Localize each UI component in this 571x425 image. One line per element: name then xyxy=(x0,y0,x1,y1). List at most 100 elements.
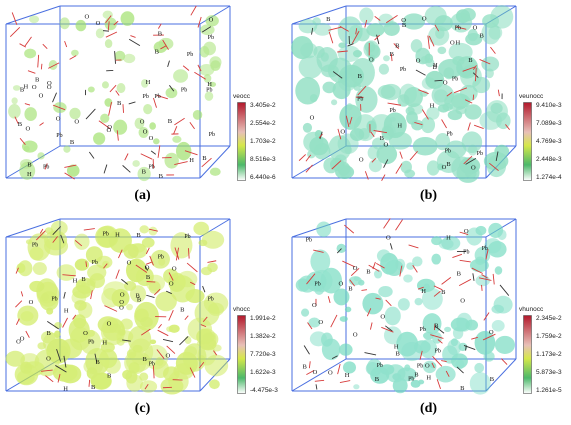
bond xyxy=(63,355,67,368)
bond xyxy=(174,247,180,260)
bond xyxy=(331,355,338,359)
isosurface-blob xyxy=(426,106,440,120)
isosurface-blob xyxy=(208,81,217,87)
colorbar-tick-d-0: 2.345e-2 xyxy=(536,315,562,322)
bond xyxy=(64,172,75,180)
atom-label-b: B xyxy=(18,121,23,128)
isosurface-blob xyxy=(423,331,434,340)
isosurface-blob xyxy=(377,84,396,99)
isosurface-blob xyxy=(362,292,384,315)
atom-label-o: O xyxy=(473,25,478,32)
isosurface-blob xyxy=(59,17,70,30)
atom-label-o: O xyxy=(120,292,125,299)
bond xyxy=(419,350,423,360)
isosurface-blob xyxy=(444,326,452,332)
atom-label-h: H xyxy=(115,231,120,238)
atom-label-o: O xyxy=(32,84,37,91)
isosurface-blob xyxy=(148,226,158,236)
isosurface-blob xyxy=(120,11,135,26)
isosurface-blob xyxy=(482,14,500,28)
isosurface-blob xyxy=(155,291,177,312)
isosurface-blob xyxy=(417,379,425,385)
bond xyxy=(475,67,477,82)
bond xyxy=(370,131,375,138)
cube-edge xyxy=(199,145,231,179)
bonds xyxy=(303,218,510,390)
panel-c: Pb Pb Pb Pb Pb Pb Pb Pb Pb B B B B B B B B B B B O O O O O O O O O O O… xyxy=(0,213,285,425)
bond xyxy=(144,265,149,271)
isosurface-blob xyxy=(309,331,327,347)
bond xyxy=(105,15,112,24)
atom-label-pb: Pb xyxy=(408,377,414,383)
isosurface-blob xyxy=(496,112,511,130)
bond xyxy=(168,310,174,321)
bond xyxy=(184,315,189,321)
isosurface-blob xyxy=(421,77,437,90)
bond xyxy=(330,314,338,328)
colorbar-tick-d-1: 1.759e-2 xyxy=(536,333,562,340)
isosurface-blob xyxy=(85,246,103,264)
isosurface-blob xyxy=(366,23,385,37)
atom-label-b: B xyxy=(142,169,147,176)
bond xyxy=(114,51,116,64)
isosurface-blob xyxy=(412,256,423,267)
cube-edge xyxy=(485,358,517,392)
bond xyxy=(197,16,202,28)
isosurface-blob xyxy=(87,264,107,281)
isosurface-blob xyxy=(339,316,348,322)
isosurface-blob xyxy=(303,131,324,152)
isosurface-blob xyxy=(102,10,113,20)
atom-label-b: B xyxy=(159,173,164,180)
bond xyxy=(427,35,430,49)
isosurface-blob xyxy=(48,60,58,70)
isosurface-blob xyxy=(32,262,47,275)
bond xyxy=(399,151,403,159)
bond xyxy=(328,31,334,44)
atom-label-b: B xyxy=(27,162,32,169)
isosurface-blob xyxy=(101,81,109,89)
isosurface-blob xyxy=(123,243,139,259)
atom-label-b: B xyxy=(142,356,147,363)
bond xyxy=(166,345,176,354)
bond xyxy=(158,323,162,329)
bond xyxy=(352,30,360,44)
bond xyxy=(455,26,467,30)
isosurface-blob xyxy=(160,377,184,395)
atom-label-o: O xyxy=(338,280,343,287)
isosurface-blob xyxy=(198,355,206,363)
bond xyxy=(152,365,155,379)
atom-label-pb: Pb xyxy=(103,232,109,238)
atom-label-b: B xyxy=(155,48,160,55)
bond xyxy=(74,240,83,247)
atom-label-o: O xyxy=(209,16,214,23)
isosurface-blob xyxy=(402,13,426,30)
isosurface-blob xyxy=(71,290,87,305)
isosurface-blob xyxy=(321,338,341,361)
atom-label-o: O xyxy=(471,165,476,172)
isosurface-blob xyxy=(141,237,155,248)
isosurface-blob xyxy=(441,236,461,251)
atom-label-o: O xyxy=(47,80,52,87)
atom-label-pb: Pb xyxy=(463,249,469,255)
bond xyxy=(72,314,77,320)
isosurface-blob xyxy=(461,131,483,154)
bond xyxy=(156,349,165,359)
bond xyxy=(342,260,356,268)
bond xyxy=(9,27,21,38)
isosurface-blob xyxy=(373,269,383,279)
isosurface-blob xyxy=(209,379,220,390)
atom-label-o: O xyxy=(107,124,112,131)
bond xyxy=(368,264,380,272)
isosurface-blob xyxy=(175,141,192,161)
bond xyxy=(63,291,66,299)
atom-label-o: O xyxy=(401,17,406,24)
isosurface-blob xyxy=(298,19,318,34)
isosurface-blob xyxy=(295,278,311,292)
isosurface-blob xyxy=(404,169,416,178)
isosurface-blob xyxy=(60,338,83,359)
bond xyxy=(434,325,445,334)
atom-label-pb: Pb xyxy=(400,67,406,73)
isosurface-blob xyxy=(113,119,128,135)
atom-label-o: O xyxy=(310,114,315,121)
